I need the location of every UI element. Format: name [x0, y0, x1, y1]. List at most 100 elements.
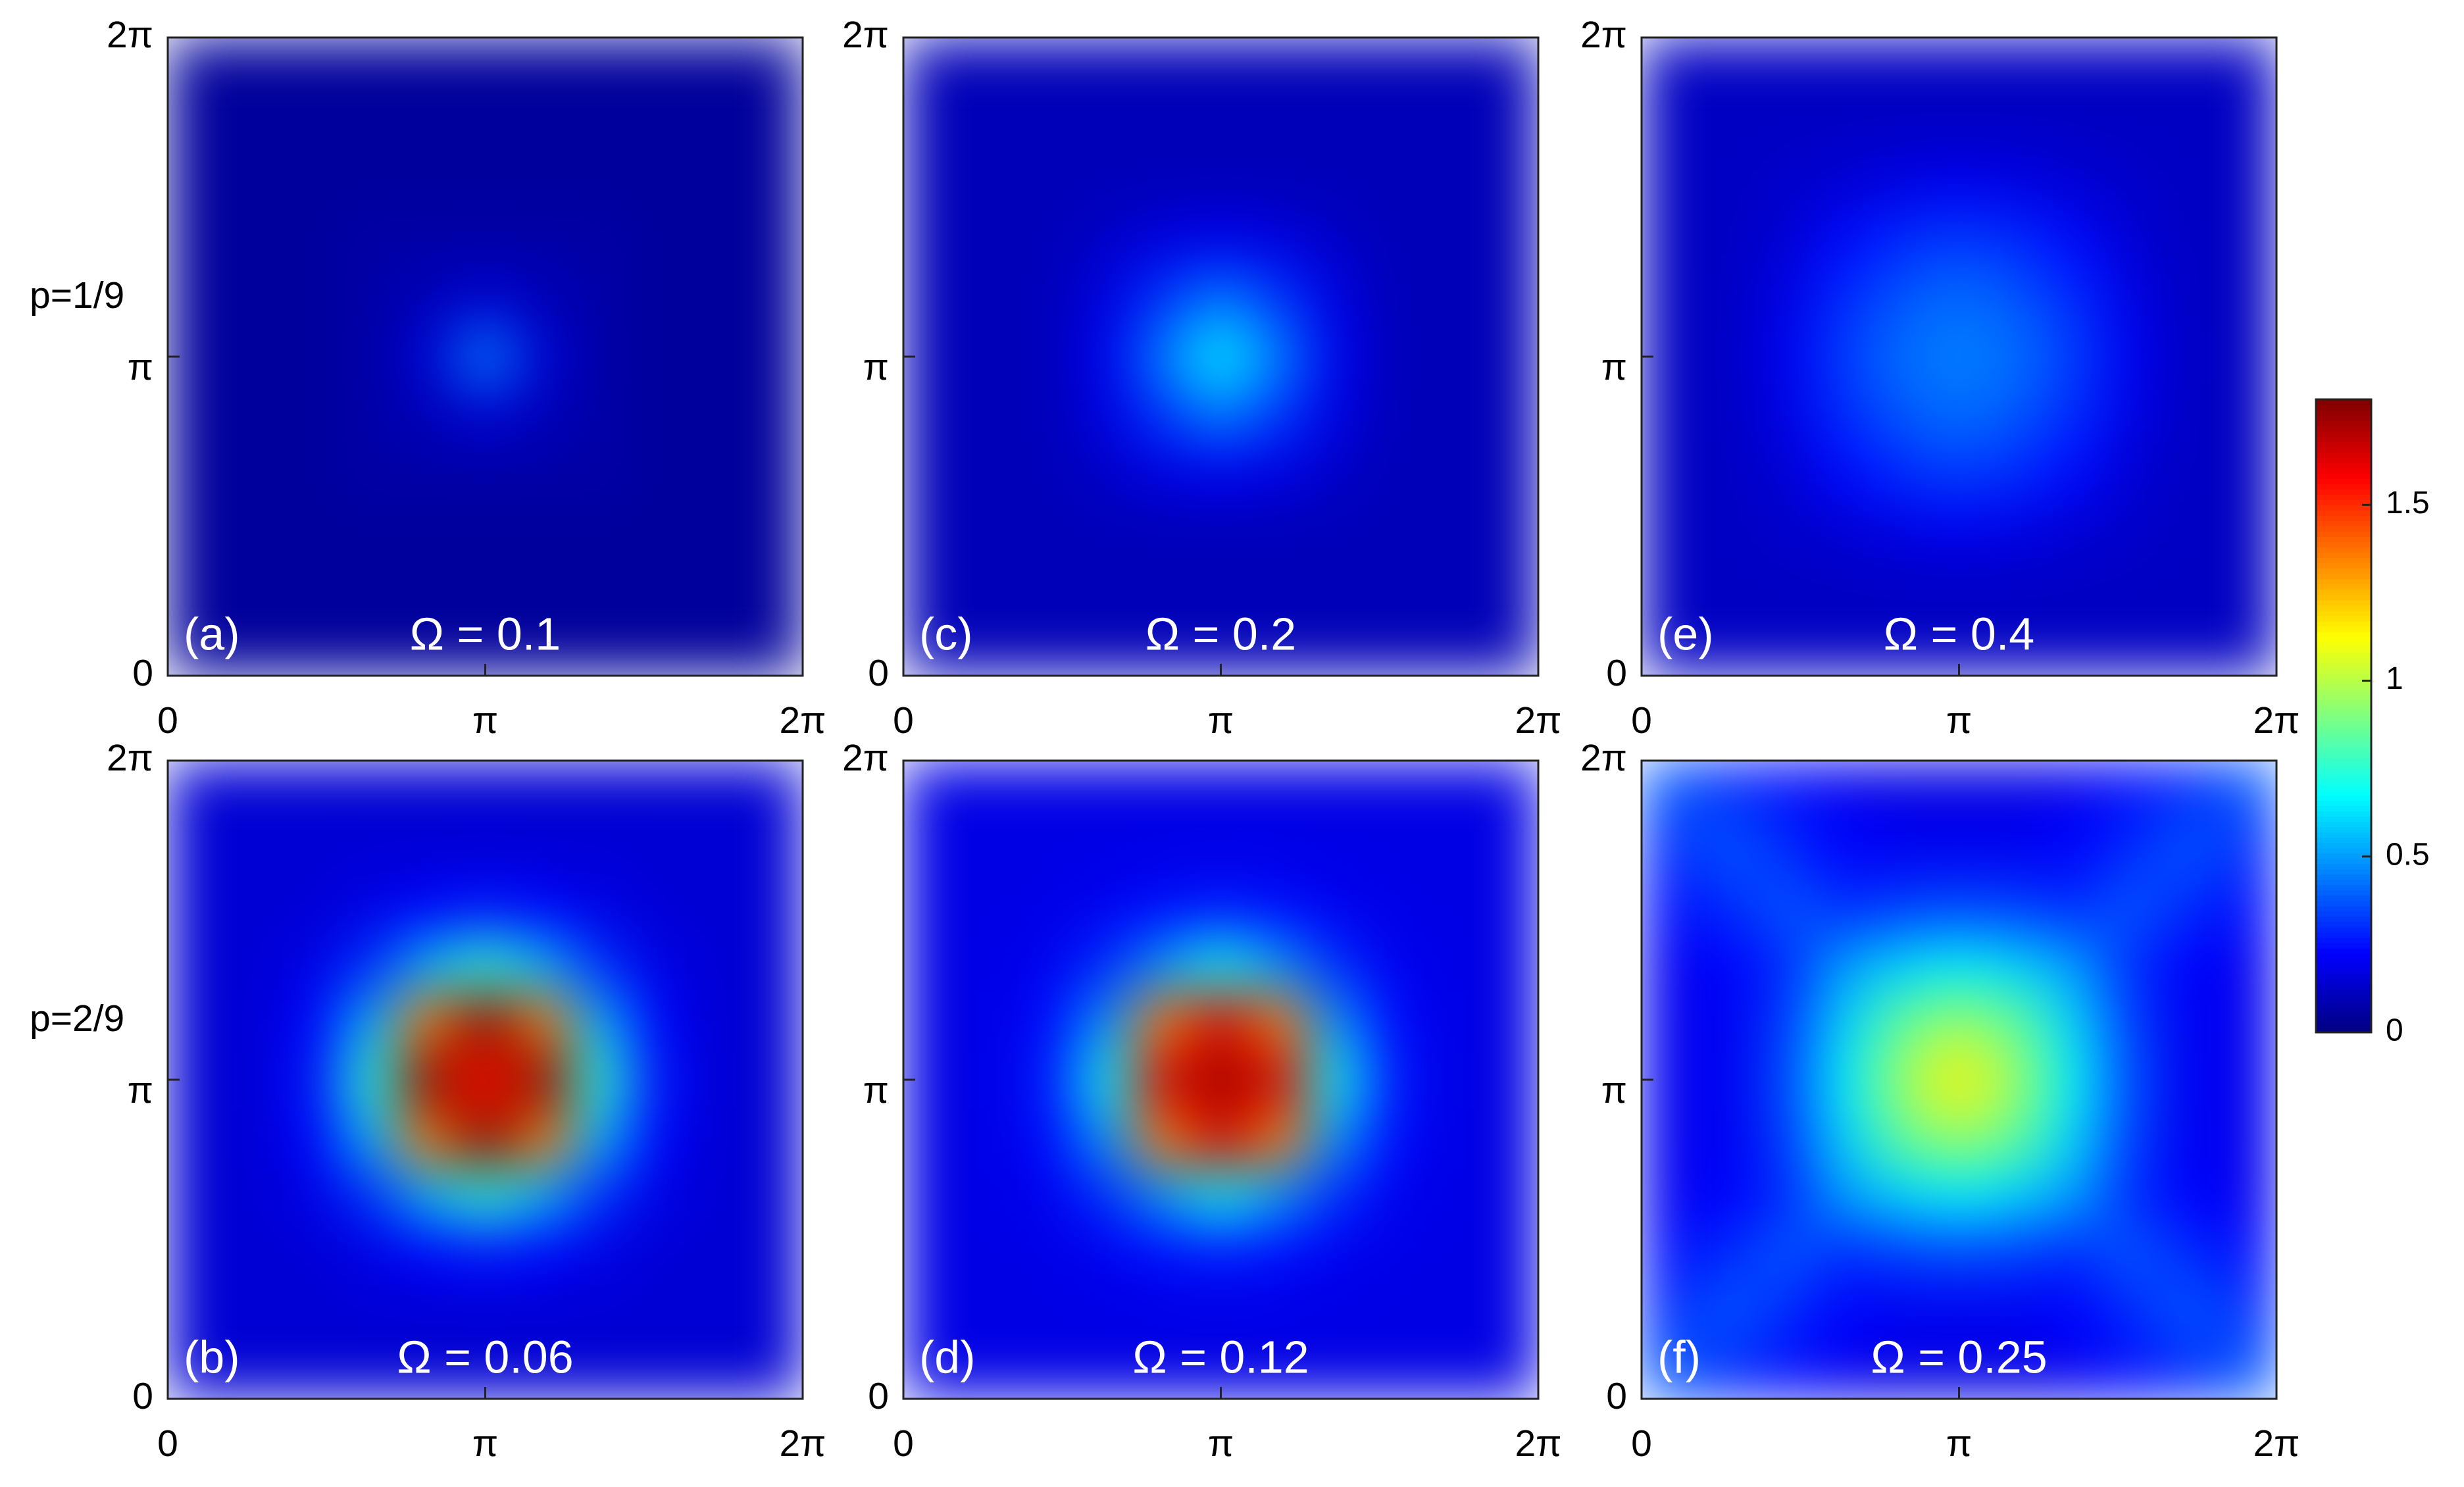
- cell: [341, 327, 399, 387]
- cell: [2219, 1224, 2276, 1284]
- cell: [1930, 1224, 1989, 1284]
- cell: [514, 95, 573, 155]
- cell: [2103, 38, 2162, 97]
- cell: [961, 819, 1020, 878]
- cell: [341, 1050, 399, 1110]
- cell: [961, 1224, 1020, 1284]
- cell: [2161, 1167, 2220, 1226]
- cell: [572, 153, 630, 213]
- cell: [168, 38, 226, 97]
- cell: [745, 38, 803, 97]
- cell: [168, 617, 226, 676]
- cell: [341, 211, 399, 270]
- cell: [629, 992, 688, 1051]
- cell: [1134, 443, 1193, 503]
- cell: [225, 1282, 284, 1342]
- cell: [1192, 443, 1251, 503]
- x-tick-label: π: [1208, 699, 1234, 742]
- cell: [1815, 992, 1873, 1051]
- cell: [1018, 876, 1078, 936]
- cell: [1699, 269, 1758, 328]
- cell: [1249, 1340, 1309, 1399]
- cell: [283, 269, 342, 328]
- panel: [168, 38, 803, 676]
- y-tick-label: 0: [132, 1375, 153, 1417]
- cell: [1076, 617, 1135, 676]
- cell: [1757, 327, 1816, 387]
- cell: [398, 992, 457, 1051]
- cell: [961, 992, 1020, 1051]
- panel-label: (a): [184, 608, 240, 659]
- cell: [572, 1050, 630, 1110]
- cell: [2161, 819, 2220, 878]
- cell: [1365, 95, 1424, 155]
- cell: [514, 1282, 573, 1342]
- cell: [168, 501, 226, 561]
- cell: [1642, 1340, 1700, 1399]
- cell: [2219, 819, 2276, 878]
- cell: [1480, 1167, 1538, 1226]
- cell: [1365, 38, 1424, 97]
- cell: [168, 269, 226, 328]
- cell: [1480, 38, 1538, 97]
- cell: [2219, 1167, 2276, 1226]
- cell: [514, 1167, 573, 1226]
- cell: [1076, 95, 1135, 155]
- panel-label: (f): [1657, 1331, 1701, 1382]
- cell: [1642, 269, 1700, 328]
- cell: [398, 501, 457, 561]
- cell: [398, 211, 457, 270]
- cell: [168, 95, 226, 155]
- cell: [1815, 501, 1873, 561]
- cell: [745, 992, 803, 1051]
- cell: [1815, 1050, 1873, 1110]
- cell: [2219, 95, 2276, 155]
- cell: [1076, 761, 1135, 820]
- cell: [1134, 1282, 1193, 1342]
- cell: [1988, 38, 2047, 97]
- cell: [1018, 386, 1078, 445]
- cell: [456, 876, 515, 936]
- cell: [1988, 443, 2047, 503]
- cell: [1930, 819, 1989, 878]
- cell: [2046, 327, 2104, 387]
- cell: [1815, 559, 1873, 618]
- cell: [341, 992, 399, 1051]
- cell: [1134, 38, 1193, 97]
- cell: [1422, 1050, 1482, 1110]
- x-tick-label: 0: [157, 699, 178, 742]
- cell: [1307, 1050, 1366, 1110]
- y-tick-label: π: [863, 346, 889, 388]
- cell: [629, 386, 688, 445]
- cell: [1249, 386, 1309, 445]
- cell: [456, 386, 515, 445]
- cell: [398, 1167, 457, 1226]
- cell: [1134, 1109, 1193, 1168]
- cell: [514, 617, 573, 676]
- cell: [1988, 95, 2047, 155]
- cell: [2219, 876, 2276, 936]
- cell: [1872, 153, 1931, 213]
- cell: [2046, 1109, 2104, 1168]
- cell: [1699, 876, 1758, 936]
- cell: [1192, 501, 1251, 561]
- cell: [1422, 269, 1482, 328]
- cell: [1422, 819, 1482, 878]
- cell: [1249, 1167, 1309, 1226]
- cell: [2161, 269, 2220, 328]
- cell: [961, 1282, 1020, 1342]
- cell: [961, 501, 1020, 561]
- heatmap: [168, 761, 803, 1399]
- cell: [1192, 1224, 1251, 1284]
- cell: [629, 617, 688, 676]
- cell: [514, 559, 573, 618]
- cell: [168, 153, 226, 213]
- cell: [456, 761, 515, 820]
- cell: [514, 761, 573, 820]
- cell: [514, 1050, 573, 1110]
- cell: [1422, 327, 1482, 387]
- cell: [572, 443, 630, 503]
- cell: [2161, 1224, 2220, 1284]
- cell: [1930, 38, 1989, 97]
- cell: [1076, 386, 1135, 445]
